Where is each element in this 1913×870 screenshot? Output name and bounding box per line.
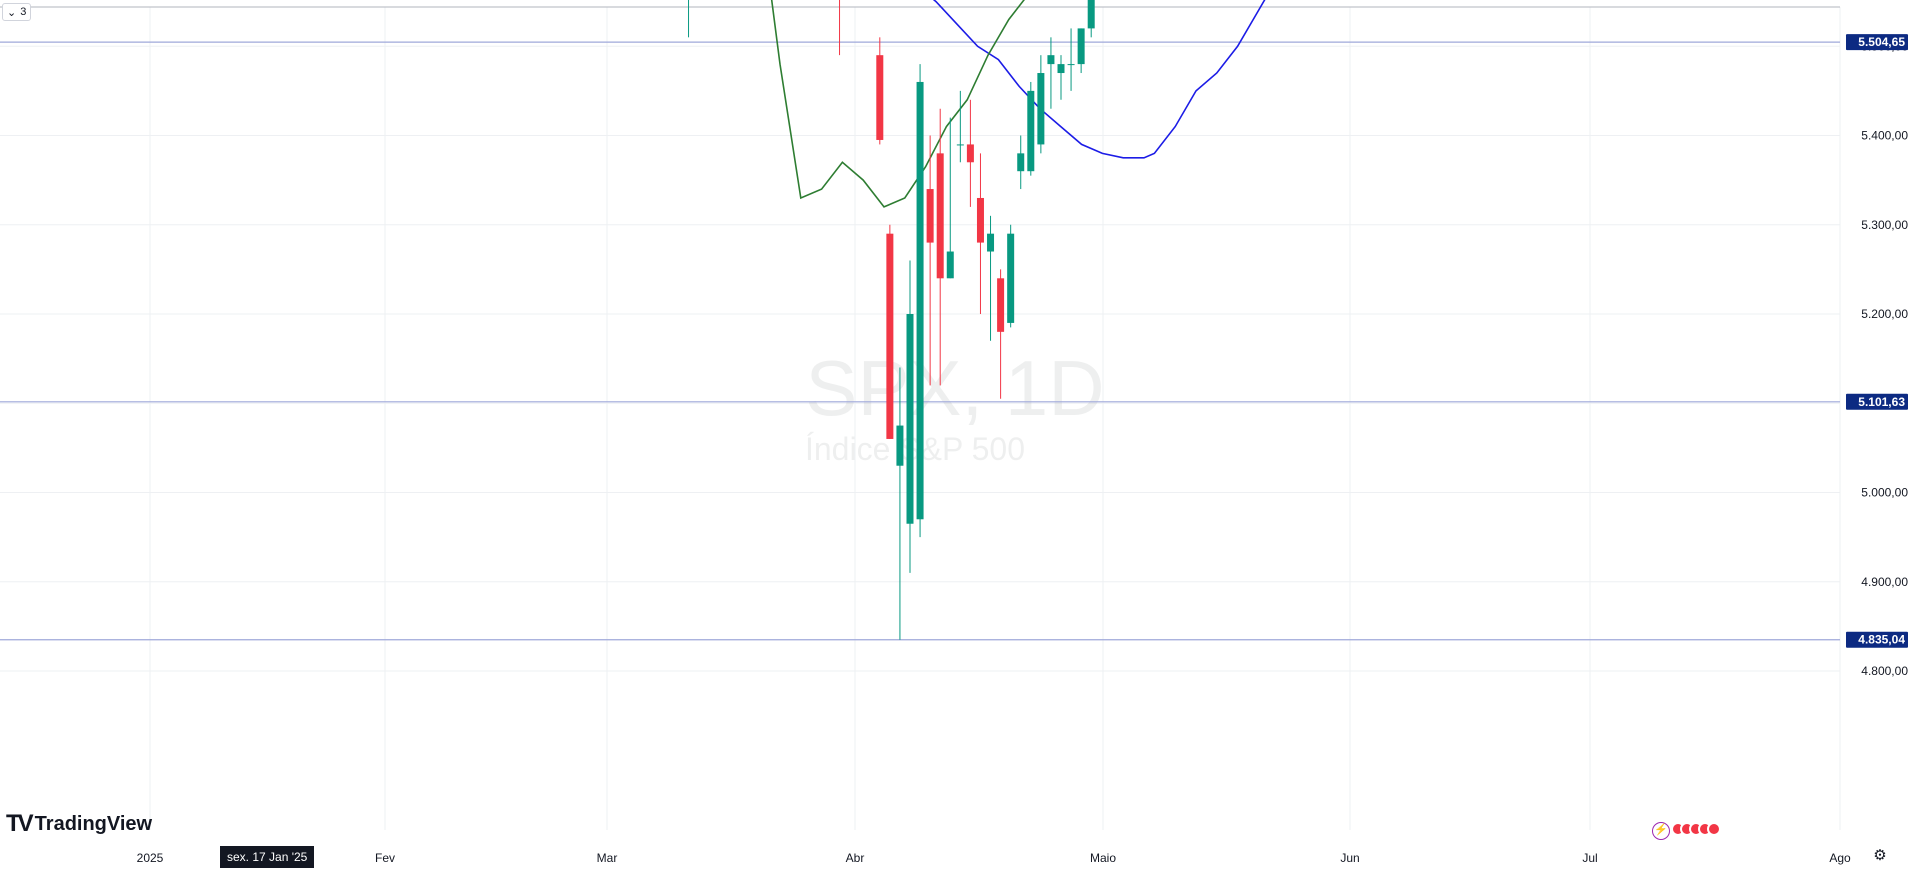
gear-icon[interactable]: ⚙ bbox=[1873, 847, 1887, 864]
candle-body bbox=[987, 233, 995, 252]
candle-body bbox=[1047, 55, 1055, 65]
lightning-icon[interactable]: ⚡ bbox=[1652, 822, 1670, 840]
price-tick-label: 5.300,00 bbox=[1861, 218, 1908, 232]
candle-body bbox=[916, 81, 924, 520]
candle-body bbox=[1037, 73, 1045, 145]
us-flag-event-icon[interactable] bbox=[1707, 822, 1721, 836]
candle-body bbox=[1057, 64, 1065, 74]
price-tick-label: 5.000,00 bbox=[1861, 486, 1908, 500]
candle-body bbox=[966, 144, 974, 163]
price-tags: 6.147,436.059,405.943,235.843,665.767,41… bbox=[1846, 34, 1908, 648]
candle-body bbox=[946, 251, 954, 279]
price-axis[interactable]: 4.800,004.900,005.000,005.100,005.200,00… bbox=[1861, 0, 1908, 678]
time-tick-label: Abr bbox=[846, 851, 865, 865]
candle-body bbox=[896, 425, 904, 466]
ma-fast-line bbox=[770, 0, 1025, 208]
level-price-tag: 5.504,65 bbox=[1858, 35, 1905, 49]
time-tick-label: Ago bbox=[1829, 851, 1851, 865]
ma-slow-line bbox=[932, 0, 1266, 159]
level-price-tag-bg bbox=[1846, 393, 1908, 410]
time-tick-label: Fev bbox=[375, 851, 395, 865]
candle-body bbox=[1087, 0, 1095, 29]
candle-body bbox=[1027, 90, 1035, 172]
price-tick-label: 4.900,00 bbox=[1861, 575, 1908, 589]
price-tick-label: 5.200,00 bbox=[1861, 307, 1908, 321]
time-tick-label: Jun bbox=[1340, 851, 1359, 865]
candle-body bbox=[1067, 64, 1075, 66]
level-price-tag-bg bbox=[1846, 631, 1908, 648]
candles bbox=[688, 0, 1095, 640]
watermark-symbol: SPX, 1D bbox=[805, 344, 1104, 432]
level-price-tag: 5.101,63 bbox=[1858, 395, 1905, 409]
price-tick-label: 4.800,00 bbox=[1861, 664, 1908, 678]
price-tick-label: 5.400,00 bbox=[1861, 129, 1908, 143]
time-tick-label: 2025 bbox=[137, 851, 164, 865]
time-tick-label: Maio bbox=[1090, 851, 1116, 865]
candle-body bbox=[876, 55, 884, 140]
candle-body bbox=[926, 189, 934, 243]
candle-body bbox=[976, 197, 984, 243]
time-axis[interactable]: 2025 Fev Mar Abr Maio Jun Jul Ago bbox=[137, 851, 1851, 865]
ma-slow bbox=[932, 0, 1266, 159]
ma-fast bbox=[770, 0, 1025, 208]
crosshair-date-badge: sex. 17 Jan '25 bbox=[220, 846, 315, 868]
interval-button[interactable]: ⌄ 3 bbox=[2, 3, 32, 21]
tradingview-logo[interactable]: TV TradingView bbox=[6, 810, 152, 838]
chart-watermark: SPX, 1D Índice S&P 500 bbox=[805, 344, 1105, 467]
chevron-down-icon: ⌄ bbox=[7, 6, 17, 19]
tradingview-mark-icon: TV bbox=[6, 810, 34, 837]
watermark-name: Índice S&P 500 bbox=[805, 431, 1025, 467]
time-tick-label: Mar bbox=[597, 851, 618, 865]
time-tick-label: Jul bbox=[1582, 851, 1597, 865]
interval-label: 3 bbox=[20, 6, 27, 18]
economic-events[interactable]: ⚡ bbox=[1652, 822, 1721, 840]
candle-body bbox=[956, 144, 964, 146]
candle-body bbox=[1077, 28, 1085, 65]
candle-body bbox=[997, 278, 1005, 332]
candle-body bbox=[1007, 233, 1015, 323]
tradingview-brand: TradingView bbox=[34, 812, 153, 835]
level-price-tag-bg bbox=[1846, 34, 1908, 51]
candle-body bbox=[936, 153, 944, 279]
candle-body bbox=[1017, 153, 1025, 172]
candle-body bbox=[886, 233, 894, 439]
candle-body bbox=[906, 314, 914, 524]
level-price-tag: 4.835,04 bbox=[1858, 633, 1905, 647]
